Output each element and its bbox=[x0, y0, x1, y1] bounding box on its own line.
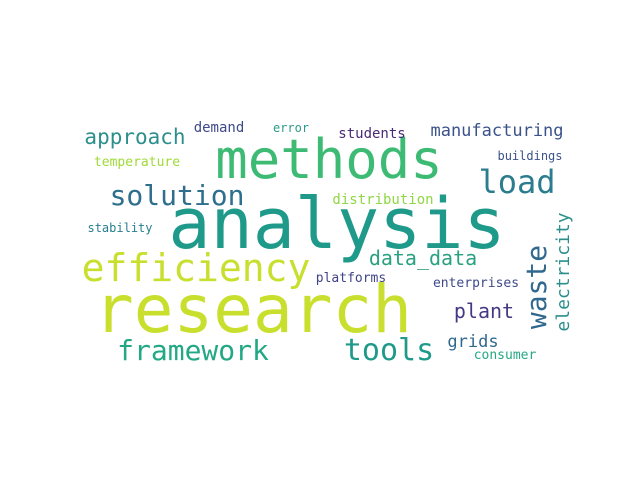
word-efficiency: efficiency bbox=[82, 246, 311, 290]
word-tools: tools bbox=[344, 333, 434, 368]
word-temperature: temperature bbox=[94, 155, 180, 170]
word-analysis: analysis bbox=[168, 183, 505, 265]
word-buildings: buildings bbox=[497, 149, 562, 163]
word-approach: approach bbox=[84, 125, 185, 149]
word-solution: solution bbox=[110, 179, 245, 212]
word-load: load bbox=[478, 163, 555, 201]
word-platforms: platforms bbox=[316, 271, 386, 286]
word-stability: stability bbox=[87, 221, 152, 235]
word-research: research bbox=[94, 271, 412, 348]
word-data-data: data_data bbox=[369, 246, 477, 270]
word-manufacturing: manufacturing bbox=[430, 121, 563, 141]
word-students: students bbox=[338, 126, 405, 142]
word-plant: plant bbox=[454, 299, 514, 323]
word-methods: methods bbox=[215, 128, 443, 191]
word-grids: grids bbox=[447, 332, 498, 352]
word-demand: demand bbox=[194, 120, 245, 136]
word-electricity: electricity bbox=[553, 212, 574, 331]
word-distribution: distribution bbox=[332, 192, 433, 208]
word-framework: framework bbox=[117, 334, 269, 367]
word-error: error bbox=[273, 121, 309, 135]
word-waste: waste bbox=[520, 245, 553, 329]
word-consumer: consumer bbox=[474, 348, 537, 363]
word-enterprises: enterprises bbox=[433, 276, 519, 291]
